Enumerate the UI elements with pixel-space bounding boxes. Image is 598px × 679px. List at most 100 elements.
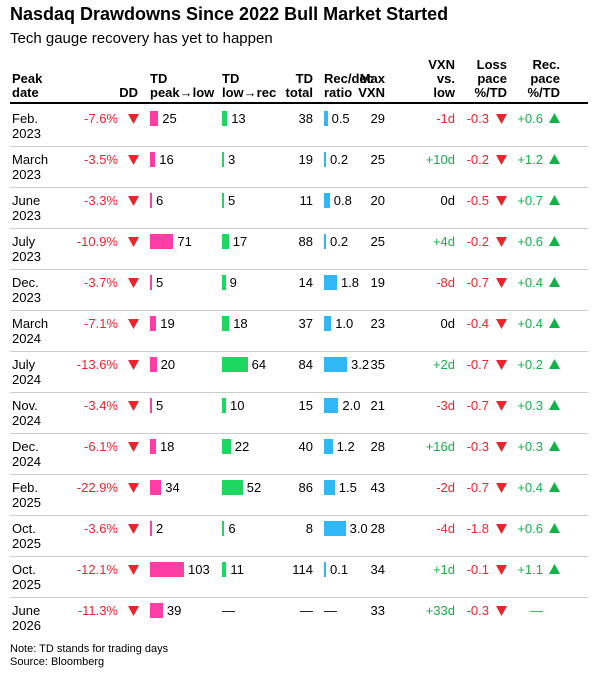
column-header: Rec/dec ratio <box>324 71 374 100</box>
column-header: VXN vs. low <box>428 57 455 100</box>
cell: 8 <box>305 521 313 536</box>
cell: 64 <box>251 357 267 372</box>
cell: 15 <box>298 398 313 413</box>
cell: — <box>324 603 337 618</box>
cell: +16d <box>425 439 455 454</box>
cell: -0.5 <box>466 193 489 208</box>
cell: +0.4 <box>517 480 543 495</box>
cell: 34 <box>165 480 180 495</box>
cell: -0.7 <box>466 480 489 495</box>
cell: 17 <box>232 234 248 249</box>
cell: Nov. 2024 <box>12 398 41 428</box>
cell: 5 <box>156 398 164 413</box>
cell: 18 <box>159 439 175 454</box>
row-rule <box>10 310 588 311</box>
cell: 52 <box>246 480 262 495</box>
bar <box>222 521 225 536</box>
bar <box>222 562 227 577</box>
cell: 103 <box>187 562 210 577</box>
bar <box>222 316 230 331</box>
bar <box>324 562 326 577</box>
cell: 39 <box>166 603 182 618</box>
cell: June 2026 <box>12 603 41 633</box>
cell: 25 <box>370 152 385 167</box>
down-arrow <box>496 606 507 616</box>
cell: +0.7 <box>517 193 543 208</box>
down-arrow <box>496 155 507 165</box>
cell: 2.0 <box>342 398 361 413</box>
bar <box>150 193 152 208</box>
column-header: Peak date <box>12 71 43 100</box>
cell: 6 <box>228 521 236 536</box>
bar <box>150 111 159 126</box>
cell: 88 <box>298 234 313 249</box>
bar <box>324 480 335 495</box>
cell: 86 <box>298 480 313 495</box>
cell: -6.1% <box>84 439 118 454</box>
cell: 10 <box>230 398 245 413</box>
up-arrow <box>549 564 560 574</box>
cell: -1d <box>436 111 455 126</box>
cell: Dec. 2024 <box>12 439 41 469</box>
up-arrow <box>549 113 560 123</box>
cell: 43 <box>370 480 385 495</box>
bar <box>150 480 162 495</box>
bar <box>150 439 156 454</box>
cell: 28 <box>370 439 385 454</box>
row-rule <box>10 433 588 434</box>
cell: -22.9% <box>76 480 118 495</box>
down-arrow <box>128 278 139 288</box>
bar <box>150 521 152 536</box>
bar <box>222 357 248 372</box>
cell: 37 <box>298 316 313 331</box>
cell: -1.8 <box>466 521 489 536</box>
column-header: TD low→rec <box>222 71 277 100</box>
cell: -3.7% <box>84 275 118 290</box>
bar <box>150 234 174 249</box>
up-arrow <box>549 482 560 492</box>
down-arrow <box>496 565 507 575</box>
cell: -3.5% <box>84 152 118 167</box>
cell: 1.8 <box>340 275 360 290</box>
cell: — <box>300 603 313 618</box>
bar <box>222 480 243 495</box>
cell: 5 <box>228 193 236 208</box>
cell: 0.8 <box>333 193 352 208</box>
cell: 40 <box>298 439 313 454</box>
bar <box>150 357 157 372</box>
column-header: TD peak→low <box>150 71 215 100</box>
cell: +1d <box>432 562 455 577</box>
up-arrow <box>549 195 560 205</box>
cell: +1.1 <box>517 562 543 577</box>
up-arrow <box>549 441 560 451</box>
row-rule <box>10 146 588 147</box>
cell: 29 <box>370 111 385 126</box>
cell: +1.2 <box>517 152 543 167</box>
header-rule <box>10 102 588 104</box>
cell: +0.3 <box>517 439 543 454</box>
cell: July 2024 <box>12 357 41 387</box>
cell: 20 <box>370 193 385 208</box>
bar <box>324 521 346 536</box>
row-rule <box>10 228 588 229</box>
cell: 22 <box>234 439 250 454</box>
row-rule <box>10 351 588 352</box>
cell: -0.7 <box>466 275 489 290</box>
bar <box>324 111 328 126</box>
cell: 16 <box>159 152 174 167</box>
down-arrow <box>128 196 139 206</box>
cell: +33d <box>425 603 455 618</box>
cell: -0.2 <box>466 152 489 167</box>
bar <box>150 316 157 331</box>
cell: March 2024 <box>12 316 49 346</box>
subtitle: Tech gauge recovery has yet to happen <box>10 30 273 47</box>
bar <box>324 275 337 290</box>
down-arrow <box>496 483 507 493</box>
bar <box>222 234 229 249</box>
bar <box>150 398 152 413</box>
cell: -0.7 <box>466 357 489 372</box>
cell: Feb. 2025 <box>12 480 41 510</box>
down-arrow <box>128 155 139 165</box>
row-rule <box>10 556 588 557</box>
cell: -0.3 <box>466 439 489 454</box>
